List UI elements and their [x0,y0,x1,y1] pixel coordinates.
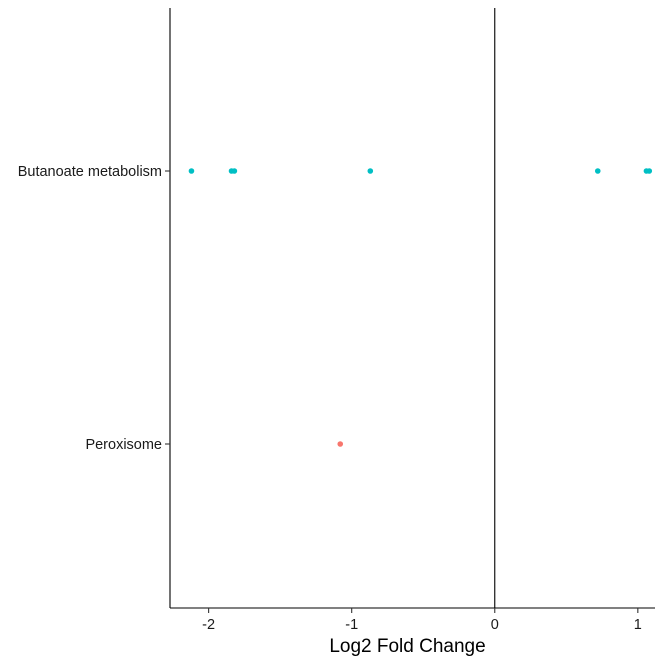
x-tick-label: 0 [491,617,499,633]
data-point [594,168,601,174]
y-tick-label: Butanoate metabolism [18,164,162,180]
data-point [646,168,653,174]
data-point [337,441,344,447]
x-tick-label: -1 [345,617,358,633]
axis-labels: -2 -1 0 1 Butanoate metabolism Peroxisome Log2… [18,164,642,657]
data-point [367,168,374,174]
x-axis-title: Log2 Fold Change [329,636,485,657]
x-tick-label: 1 [634,617,642,633]
data-point [231,168,238,174]
axes [165,8,655,613]
data-points [188,168,653,447]
y-tick-label: Peroxisome [85,437,162,453]
data-point [188,168,195,174]
x-tick-label: -2 [202,617,215,633]
